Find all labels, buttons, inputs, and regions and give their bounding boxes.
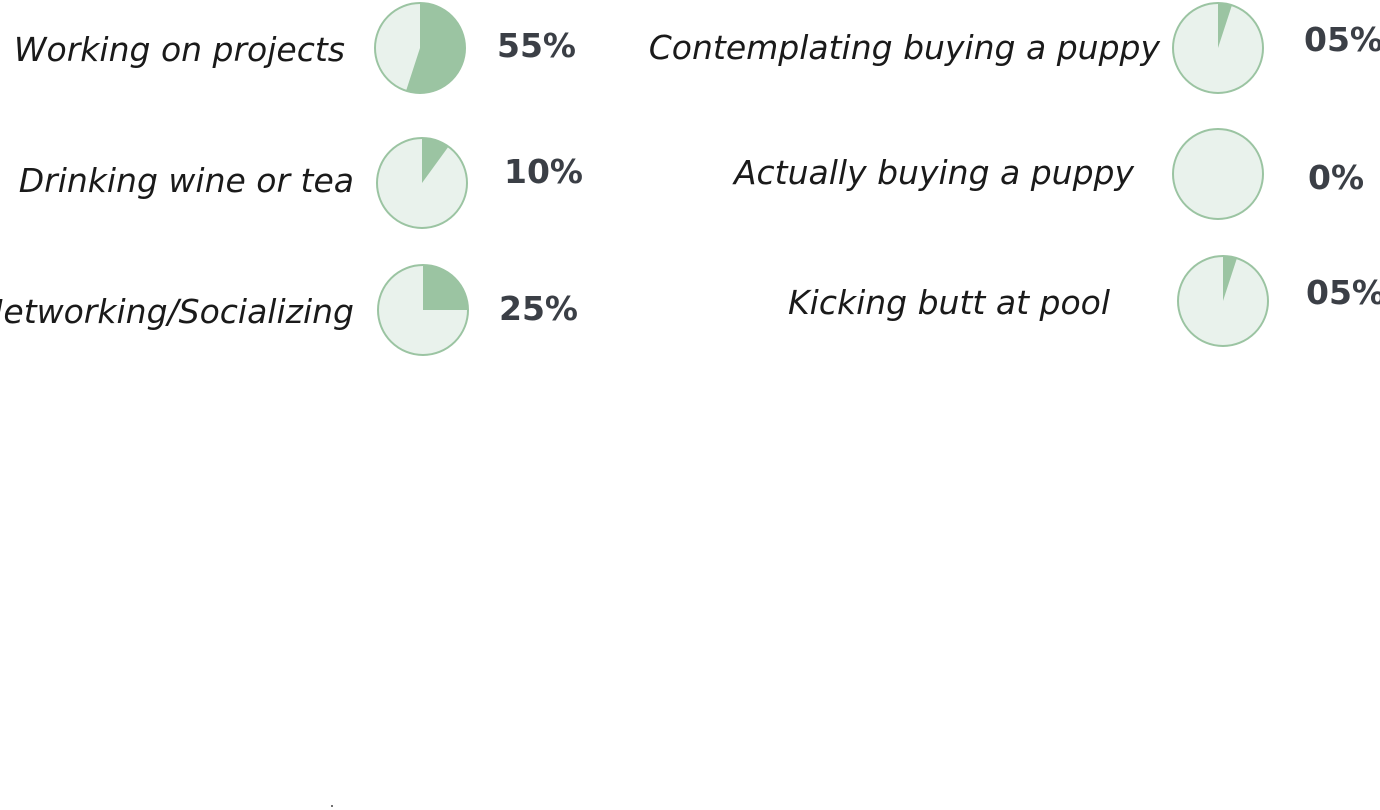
slice-label-kicking-butt-at-pool: Kicking butt at pool xyxy=(788,283,1110,322)
slice-label-working-on-projects: Working on projects xyxy=(13,30,345,69)
pie-outline xyxy=(1172,128,1264,220)
pie-outline xyxy=(1177,255,1269,347)
stray-dot xyxy=(331,805,333,807)
slice-label-networking-socializing: Networking/Socializing xyxy=(0,292,354,331)
pie-outline xyxy=(376,137,468,229)
pie-outline xyxy=(377,264,469,356)
pie-slice xyxy=(422,138,449,183)
pie-bg xyxy=(1173,129,1263,219)
slice-value-contemplating-buying-a-puppy: 05% xyxy=(1304,20,1380,59)
slice-label-drinking-wine-or-tea: Drinking wine or tea xyxy=(18,161,354,200)
pie-outline xyxy=(1172,2,1264,94)
pie-actually-buying-a-puppy xyxy=(1172,128,1264,220)
slice-label-actually-buying-a-puppy: Actually buying a puppy xyxy=(733,153,1134,192)
pie-slice xyxy=(423,265,468,310)
pie-networking-socializing xyxy=(377,264,469,356)
slice-value-drinking-wine-or-tea: 10% xyxy=(504,152,583,191)
pie-drinking-wine-or-tea xyxy=(376,137,468,229)
slice-value-actually-buying-a-puppy: 0% xyxy=(1308,158,1365,197)
pie-contemplating-buying-a-puppy xyxy=(1172,2,1264,94)
pie-outline xyxy=(374,2,466,94)
slice-value-working-on-projects: 55% xyxy=(497,26,576,65)
pie-slice xyxy=(1218,2,1232,48)
pie-working-on-projects xyxy=(374,2,466,94)
slice-value-kicking-butt-at-pool: 05% xyxy=(1306,273,1380,312)
pie-slice xyxy=(406,3,465,93)
slice-label-contemplating-buying-a-puppy: Contemplating buying a puppy xyxy=(648,28,1160,67)
pie-slice xyxy=(1223,256,1237,301)
slice-value-networking-socializing: 25% xyxy=(499,289,578,328)
pie-kicking-butt-at-pool xyxy=(1177,255,1269,347)
